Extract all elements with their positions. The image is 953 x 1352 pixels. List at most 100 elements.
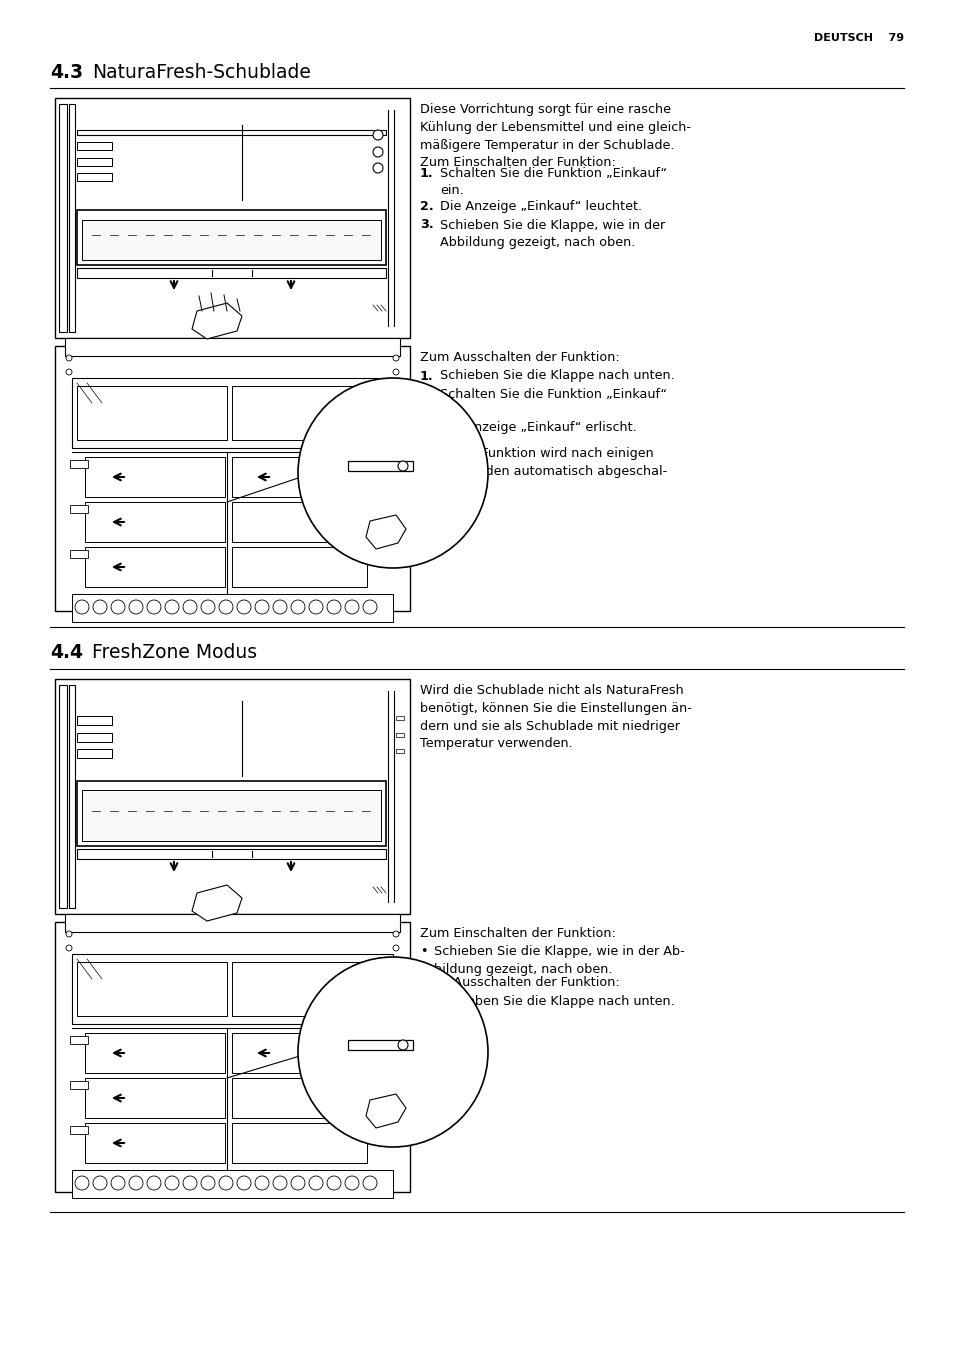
Circle shape: [393, 932, 398, 937]
Circle shape: [66, 369, 71, 375]
Bar: [82, 220, 380, 260]
Text: Die Anzeige „Einkauf“ leuchtet.: Die Anzeige „Einkauf“ leuchtet.: [439, 200, 641, 214]
Bar: [59, 104, 67, 333]
Circle shape: [147, 1176, 161, 1190]
Circle shape: [291, 600, 305, 614]
Bar: [70, 460, 88, 468]
Circle shape: [92, 600, 107, 614]
Circle shape: [273, 1176, 287, 1190]
Circle shape: [236, 600, 251, 614]
Bar: [85, 1033, 225, 1073]
Text: Die Anzeige „Einkauf“ erlischt.: Die Anzeige „Einkauf“ erlischt.: [439, 420, 636, 434]
Text: 1.: 1.: [419, 369, 434, 383]
Bar: [69, 104, 75, 333]
Circle shape: [297, 379, 488, 568]
Bar: [395, 749, 403, 753]
Bar: [69, 685, 75, 909]
Bar: [232, 963, 381, 1015]
Bar: [395, 717, 403, 721]
Circle shape: [92, 1176, 107, 1190]
Text: Die Funktion wird nach einigen
Stunden automatisch abgeschal-
tet.: Die Funktion wird nach einigen Stunden a…: [456, 448, 666, 495]
Polygon shape: [77, 733, 112, 742]
Circle shape: [373, 164, 382, 173]
Bar: [70, 1082, 88, 1088]
Circle shape: [363, 600, 376, 614]
Circle shape: [273, 600, 287, 614]
Polygon shape: [77, 142, 112, 150]
Circle shape: [165, 1176, 179, 1190]
Text: Schieben Sie die Klappe nach unten.: Schieben Sie die Klappe nach unten.: [439, 995, 674, 1009]
Circle shape: [111, 1176, 125, 1190]
Text: 3.: 3.: [419, 420, 434, 434]
Circle shape: [327, 600, 340, 614]
Bar: [71, 594, 393, 622]
Circle shape: [345, 1176, 358, 1190]
Polygon shape: [77, 749, 112, 758]
Text: Zum Ausschalten der Funktion:: Zum Ausschalten der Funktion:: [419, 976, 619, 990]
Polygon shape: [366, 515, 406, 549]
Text: Zum Ausschalten der Funktion:: Zum Ausschalten der Funktion:: [419, 352, 619, 364]
Bar: [85, 1078, 225, 1118]
Polygon shape: [77, 173, 112, 181]
Bar: [77, 963, 227, 1015]
Bar: [232, 548, 367, 587]
Text: Diese Vorrichtung sorgt für eine rasche
Kühlung der Lebensmittel und eine gleich: Diese Vorrichtung sorgt für eine rasche …: [419, 103, 690, 169]
Text: 1.: 1.: [419, 995, 434, 1009]
Circle shape: [309, 1176, 323, 1190]
Circle shape: [397, 461, 408, 470]
Circle shape: [236, 1176, 251, 1190]
Polygon shape: [423, 449, 450, 472]
Polygon shape: [77, 158, 112, 166]
Bar: [55, 922, 410, 1192]
Bar: [77, 849, 386, 859]
Circle shape: [165, 600, 179, 614]
Bar: [71, 1169, 393, 1198]
Bar: [77, 210, 386, 265]
Circle shape: [183, 600, 196, 614]
Bar: [395, 733, 403, 737]
Circle shape: [393, 369, 398, 375]
Circle shape: [201, 600, 214, 614]
Bar: [71, 955, 393, 1023]
Circle shape: [397, 1040, 408, 1051]
Bar: [55, 346, 410, 611]
Bar: [77, 387, 227, 439]
Text: Wird die Schublade nicht als NaturaFresh
benötigt, können Sie die Einstellungen : Wird die Schublade nicht als NaturaFresh…: [419, 684, 691, 750]
Circle shape: [111, 600, 125, 614]
Circle shape: [393, 945, 398, 950]
Circle shape: [219, 600, 233, 614]
Circle shape: [129, 600, 143, 614]
Circle shape: [183, 1176, 196, 1190]
Text: 2.: 2.: [419, 200, 434, 214]
Text: Schieben Sie die Klappe, wie in der Ab-
bildung gezeigt, nach oben.: Schieben Sie die Klappe, wie in der Ab- …: [434, 945, 684, 976]
Text: !: !: [434, 457, 439, 470]
Bar: [55, 679, 410, 914]
Circle shape: [373, 147, 382, 157]
Circle shape: [66, 356, 71, 361]
Text: DEUTSCH    79: DEUTSCH 79: [813, 32, 903, 43]
Circle shape: [66, 932, 71, 937]
Text: 4.4: 4.4: [50, 644, 83, 662]
Polygon shape: [77, 717, 112, 725]
Circle shape: [345, 600, 358, 614]
Text: NaturaFresh-Schublade: NaturaFresh-Schublade: [91, 62, 311, 81]
Text: 2.: 2.: [419, 388, 434, 402]
Circle shape: [291, 1176, 305, 1190]
Bar: [232, 502, 367, 542]
Bar: [70, 1036, 88, 1044]
Bar: [85, 502, 225, 542]
Bar: [232, 457, 367, 498]
Bar: [232, 1124, 367, 1163]
Circle shape: [363, 1176, 376, 1190]
Bar: [59, 685, 67, 909]
Circle shape: [147, 600, 161, 614]
Bar: [82, 790, 380, 841]
Circle shape: [75, 600, 89, 614]
Bar: [85, 1124, 225, 1163]
Circle shape: [297, 957, 488, 1146]
Bar: [70, 550, 88, 558]
Text: 3.: 3.: [419, 219, 434, 231]
Text: •: •: [419, 945, 427, 959]
Text: 4.3: 4.3: [50, 62, 83, 81]
Bar: [232, 1033, 367, 1073]
